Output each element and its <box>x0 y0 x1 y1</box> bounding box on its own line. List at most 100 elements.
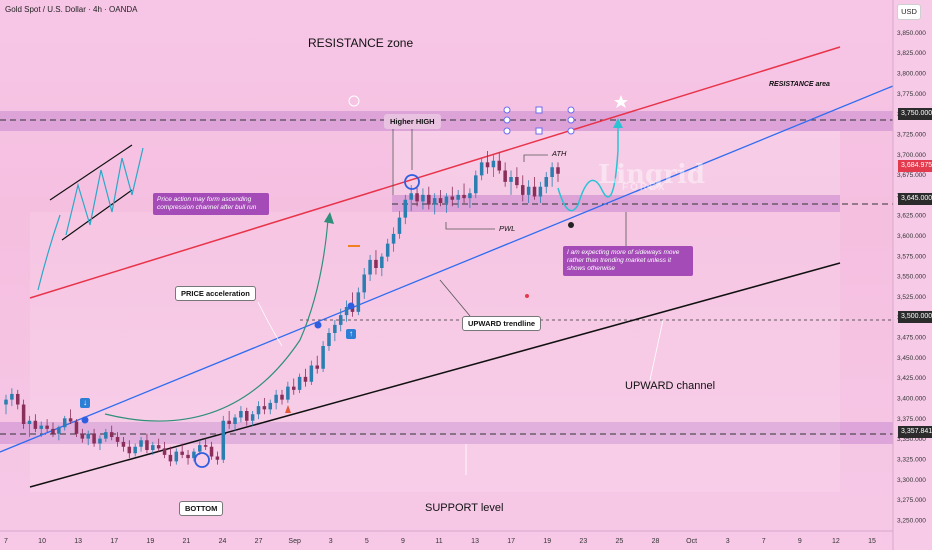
watermark-sub: FOREX <box>622 182 667 193</box>
time-tick-label: 23 <box>579 538 587 545</box>
price-tick-label: 3,575.000 <box>897 253 926 260</box>
price-badge: 3,645.000 <box>898 192 932 205</box>
candle-body <box>245 411 249 421</box>
price-axis-bg <box>893 0 932 550</box>
time-tick-label: 13 <box>74 538 82 545</box>
candle-body <box>503 170 507 182</box>
lower-range-box <box>30 212 840 492</box>
note-right: I am expecting more of sideways move rat… <box>563 246 693 276</box>
time-tick-label: 9 <box>401 538 405 545</box>
candle-body <box>209 446 214 457</box>
higher-high-label: Higher HIGH <box>384 114 441 129</box>
candle-body <box>215 456 220 460</box>
handle-3 <box>503 127 511 135</box>
price-tick-label: 3,850.000 <box>897 30 926 37</box>
candle-body <box>497 160 502 171</box>
acceleration-arc <box>104 219 329 422</box>
resistance-channel-line <box>29 46 841 299</box>
candle-body <box>256 406 261 415</box>
pattern-line-top <box>49 144 133 201</box>
candle-body <box>444 196 449 203</box>
price-tick-label: 3,600.000 <box>897 233 926 240</box>
candle-body <box>145 440 149 450</box>
candle-body <box>303 376 308 382</box>
candle-body <box>62 418 67 428</box>
pattern-bull-run <box>37 214 61 291</box>
candle-body <box>286 386 290 400</box>
acceleration-arrowhead <box>324 212 334 224</box>
candle-body <box>10 393 14 400</box>
eye-marker <box>568 222 574 228</box>
arrow-down-marker-icon: ↓ <box>80 398 90 408</box>
candle-body <box>45 425 49 429</box>
candle-body <box>385 243 390 257</box>
price-tick-label: 3,250.000 <box>897 517 926 524</box>
candle-body <box>380 256 384 268</box>
bottom-circle <box>194 452 210 468</box>
note-left: Price action may form ascending compress… <box>153 193 269 215</box>
watermark-brand: Lingrid <box>598 160 705 190</box>
candle-body <box>239 411 243 418</box>
time-tick-label: Sep <box>288 538 301 545</box>
candle-body <box>198 445 202 452</box>
candle-body <box>333 324 337 333</box>
time-tick-label: 3 <box>726 538 730 545</box>
candle-body <box>327 333 331 346</box>
candle-body <box>27 420 32 424</box>
handle-5 <box>535 127 543 135</box>
pwl-connector <box>445 222 495 230</box>
price-tick-label: 3,725.000 <box>897 131 926 138</box>
candle-body <box>521 185 525 195</box>
candle-body <box>133 446 137 454</box>
candle-body <box>438 198 443 203</box>
candle-body <box>268 402 273 410</box>
support-level-label: SUPPORT level <box>425 502 504 514</box>
candle-body <box>391 233 396 244</box>
ath-connector <box>523 154 548 162</box>
red-dot-marker <box>525 294 529 298</box>
currency-button[interactable]: USD <box>897 4 921 20</box>
channel-connector <box>649 319 664 381</box>
price-tick-label: 3,275.000 <box>897 497 926 504</box>
candle-body <box>556 167 560 174</box>
candle-body <box>109 432 114 437</box>
resistance-zone-label: RESISTANCE zone <box>308 36 414 50</box>
candle-body <box>526 186 531 195</box>
time-tick-label: 28 <box>652 538 660 545</box>
candle-body <box>315 365 319 369</box>
price-tick-label: 3,550.000 <box>897 274 926 281</box>
time-tick-label: 3 <box>329 538 333 545</box>
price-tick-label: 3,825.000 <box>897 50 926 57</box>
candle-body <box>544 177 549 187</box>
upward-channel-label: UPWARD channel <box>625 380 716 392</box>
price-tick-label: 3,800.000 <box>897 71 926 78</box>
handle-6 <box>567 106 575 114</box>
candle-body <box>80 433 85 439</box>
candle-body <box>262 406 267 410</box>
time-tick-label: 25 <box>616 538 624 545</box>
candle-body <box>121 441 126 447</box>
handle-1 <box>503 106 511 114</box>
candle-body <box>550 167 554 177</box>
time-tick-label: 27 <box>255 538 263 545</box>
candle-body <box>479 162 484 176</box>
trendline-touch-1 <box>81 416 89 424</box>
candle-body <box>180 451 184 455</box>
time-tick-label: 17 <box>110 538 118 545</box>
candle-body <box>344 307 349 316</box>
candle-body <box>432 198 437 205</box>
price-tick-label: 3,525.000 <box>897 294 926 301</box>
candle-body <box>233 417 237 424</box>
candle-body <box>421 194 425 202</box>
candle-body <box>397 217 402 234</box>
candle-body <box>151 445 155 450</box>
candle-body <box>221 420 226 460</box>
candle-body <box>227 420 231 424</box>
upward-trendline-label: UPWARD trendline <box>462 316 542 331</box>
price-tick-label: 3,400.000 <box>897 396 926 403</box>
time-tick-label: 7 <box>4 538 8 545</box>
time-tick-label: 10 <box>38 538 46 545</box>
price-acceleration-label: PRICE acceleration <box>175 286 256 301</box>
price-tick-label: 3,450.000 <box>897 355 926 362</box>
